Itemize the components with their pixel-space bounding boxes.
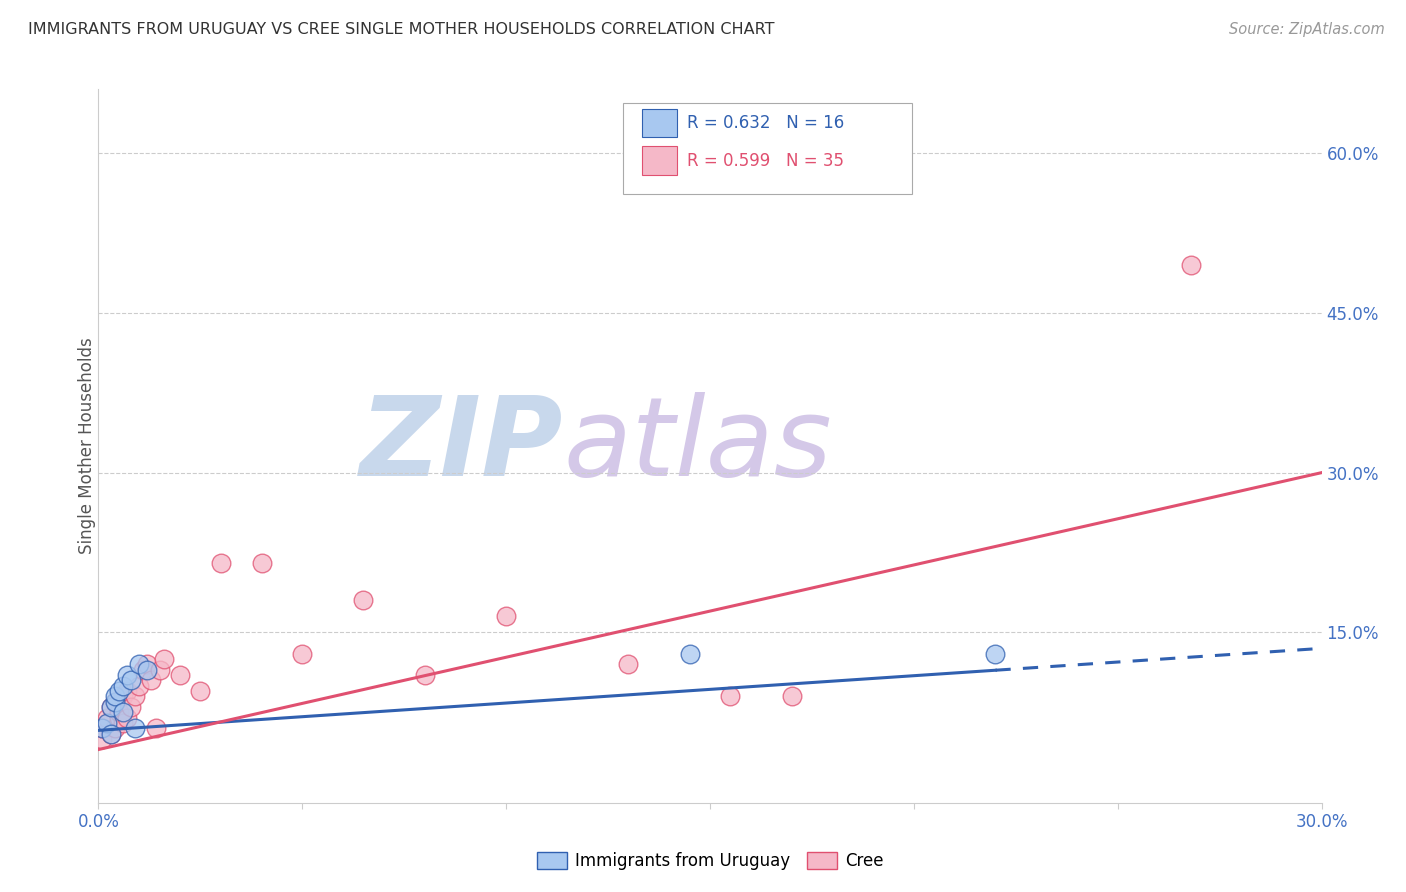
Point xyxy=(495,609,517,624)
Point xyxy=(720,690,742,704)
Text: atlas: atlas xyxy=(564,392,832,500)
Point xyxy=(104,721,127,735)
Point xyxy=(250,556,273,570)
Point xyxy=(96,710,118,724)
Point xyxy=(141,673,163,688)
Point xyxy=(169,668,191,682)
Point xyxy=(100,700,122,714)
Point xyxy=(111,706,134,720)
Text: ZIP: ZIP xyxy=(360,392,564,500)
Point xyxy=(152,652,174,666)
Point xyxy=(136,657,159,672)
Point xyxy=(96,715,118,730)
Point xyxy=(111,679,134,693)
Point xyxy=(149,663,172,677)
Point xyxy=(115,668,138,682)
Point xyxy=(108,684,131,698)
Point xyxy=(352,593,374,607)
Point xyxy=(124,721,146,735)
Point xyxy=(1180,258,1202,272)
Point xyxy=(136,663,159,677)
Text: R = 0.632   N = 16: R = 0.632 N = 16 xyxy=(686,114,844,132)
Point xyxy=(91,721,114,735)
Y-axis label: Single Mother Households: Single Mother Households xyxy=(79,338,96,554)
Point xyxy=(108,710,131,724)
Point xyxy=(128,679,150,693)
Point xyxy=(128,657,150,672)
Point xyxy=(132,663,155,677)
Point xyxy=(100,700,122,714)
Point xyxy=(115,684,138,698)
Text: R = 0.599   N = 35: R = 0.599 N = 35 xyxy=(686,152,844,169)
Point xyxy=(91,731,114,746)
Text: Source: ZipAtlas.com: Source: ZipAtlas.com xyxy=(1229,22,1385,37)
Point xyxy=(291,647,314,661)
Point xyxy=(111,690,134,704)
Point xyxy=(124,690,146,704)
Point xyxy=(108,706,131,720)
Point xyxy=(145,721,167,735)
Point xyxy=(188,684,212,698)
Point xyxy=(120,700,142,714)
Point xyxy=(209,556,232,570)
Point xyxy=(96,715,118,730)
Point xyxy=(104,695,127,709)
Point xyxy=(984,647,1007,661)
Point xyxy=(617,657,640,672)
Text: IMMIGRANTS FROM URUGUAY VS CREE SINGLE MOTHER HOUSEHOLDS CORRELATION CHART: IMMIGRANTS FROM URUGUAY VS CREE SINGLE M… xyxy=(28,22,775,37)
Point xyxy=(100,726,122,740)
Point xyxy=(413,668,436,682)
Point xyxy=(780,690,803,704)
Point xyxy=(120,673,142,688)
Point xyxy=(104,690,127,704)
Point xyxy=(104,695,127,709)
Point xyxy=(91,721,114,735)
Legend: Immigrants from Uruguay, Cree: Immigrants from Uruguay, Cree xyxy=(530,845,890,877)
Point xyxy=(100,726,122,740)
Point xyxy=(115,710,138,724)
Point xyxy=(111,715,134,730)
Point xyxy=(679,647,702,661)
